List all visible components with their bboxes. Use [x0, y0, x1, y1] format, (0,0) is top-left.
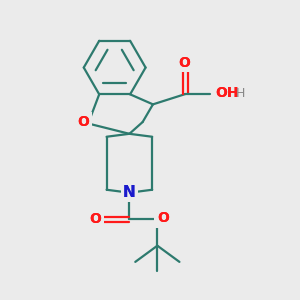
Text: H: H: [236, 87, 245, 100]
Text: O: O: [90, 212, 101, 226]
Text: O: O: [178, 56, 190, 70]
Text: N: N: [123, 185, 136, 200]
Text: O: O: [89, 211, 102, 226]
Text: O: O: [177, 55, 190, 70]
Text: N: N: [123, 185, 136, 200]
Text: OH: OH: [215, 86, 238, 100]
Text: O: O: [76, 115, 89, 130]
Text: OH: OH: [215, 86, 238, 100]
Text: O: O: [178, 56, 190, 70]
Text: N: N: [123, 185, 136, 200]
Text: O: O: [77, 115, 89, 129]
Text: O: O: [157, 211, 169, 225]
Text: O: O: [157, 211, 169, 225]
Text: O: O: [77, 115, 89, 129]
Text: O: O: [90, 212, 101, 226]
Text: O: O: [157, 210, 170, 225]
